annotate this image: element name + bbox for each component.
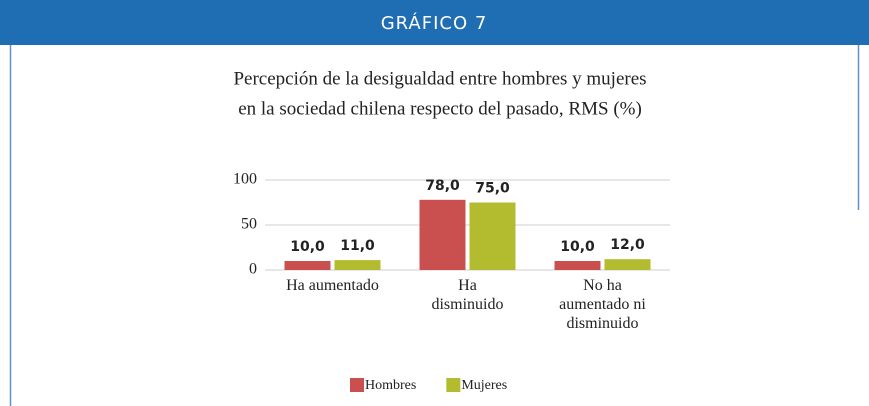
- chart-title: Percepción de la desigualdad entre hombr…: [233, 68, 646, 89]
- bar: [554, 261, 601, 270]
- x-tick-label: Ha aumentado: [286, 277, 379, 294]
- bar: [284, 261, 331, 270]
- legend-label: Mujeres: [461, 378, 507, 393]
- bar: [604, 259, 651, 270]
- y-tick-label: 0: [249, 261, 257, 278]
- value-label: 12,0: [610, 237, 645, 253]
- chart-title: en la sociedad chilena respecto del pasa…: [238, 98, 642, 119]
- header-bar: [0, 0, 869, 45]
- value-label: 11,0: [340, 238, 375, 254]
- legend-label: Hombres: [365, 378, 416, 393]
- legend-swatch: [446, 378, 461, 392]
- value-label: 10,0: [560, 239, 595, 255]
- bar: [469, 202, 516, 270]
- bar: [334, 260, 381, 270]
- bar: [419, 199, 466, 270]
- y-tick-label: 50: [241, 216, 257, 233]
- value-label: 10,0: [290, 239, 325, 255]
- x-tick-label: No ha aumentado ni disminuido: [559, 277, 646, 332]
- y-tick-label: 100: [233, 171, 257, 188]
- value-label: 78,0: [425, 178, 460, 194]
- x-tick-label: Ha disminuido: [431, 277, 503, 313]
- value-label: 75,0: [475, 181, 510, 197]
- legend-swatch: [350, 378, 364, 392]
- header-title: GRÁFICO 7: [381, 12, 488, 34]
